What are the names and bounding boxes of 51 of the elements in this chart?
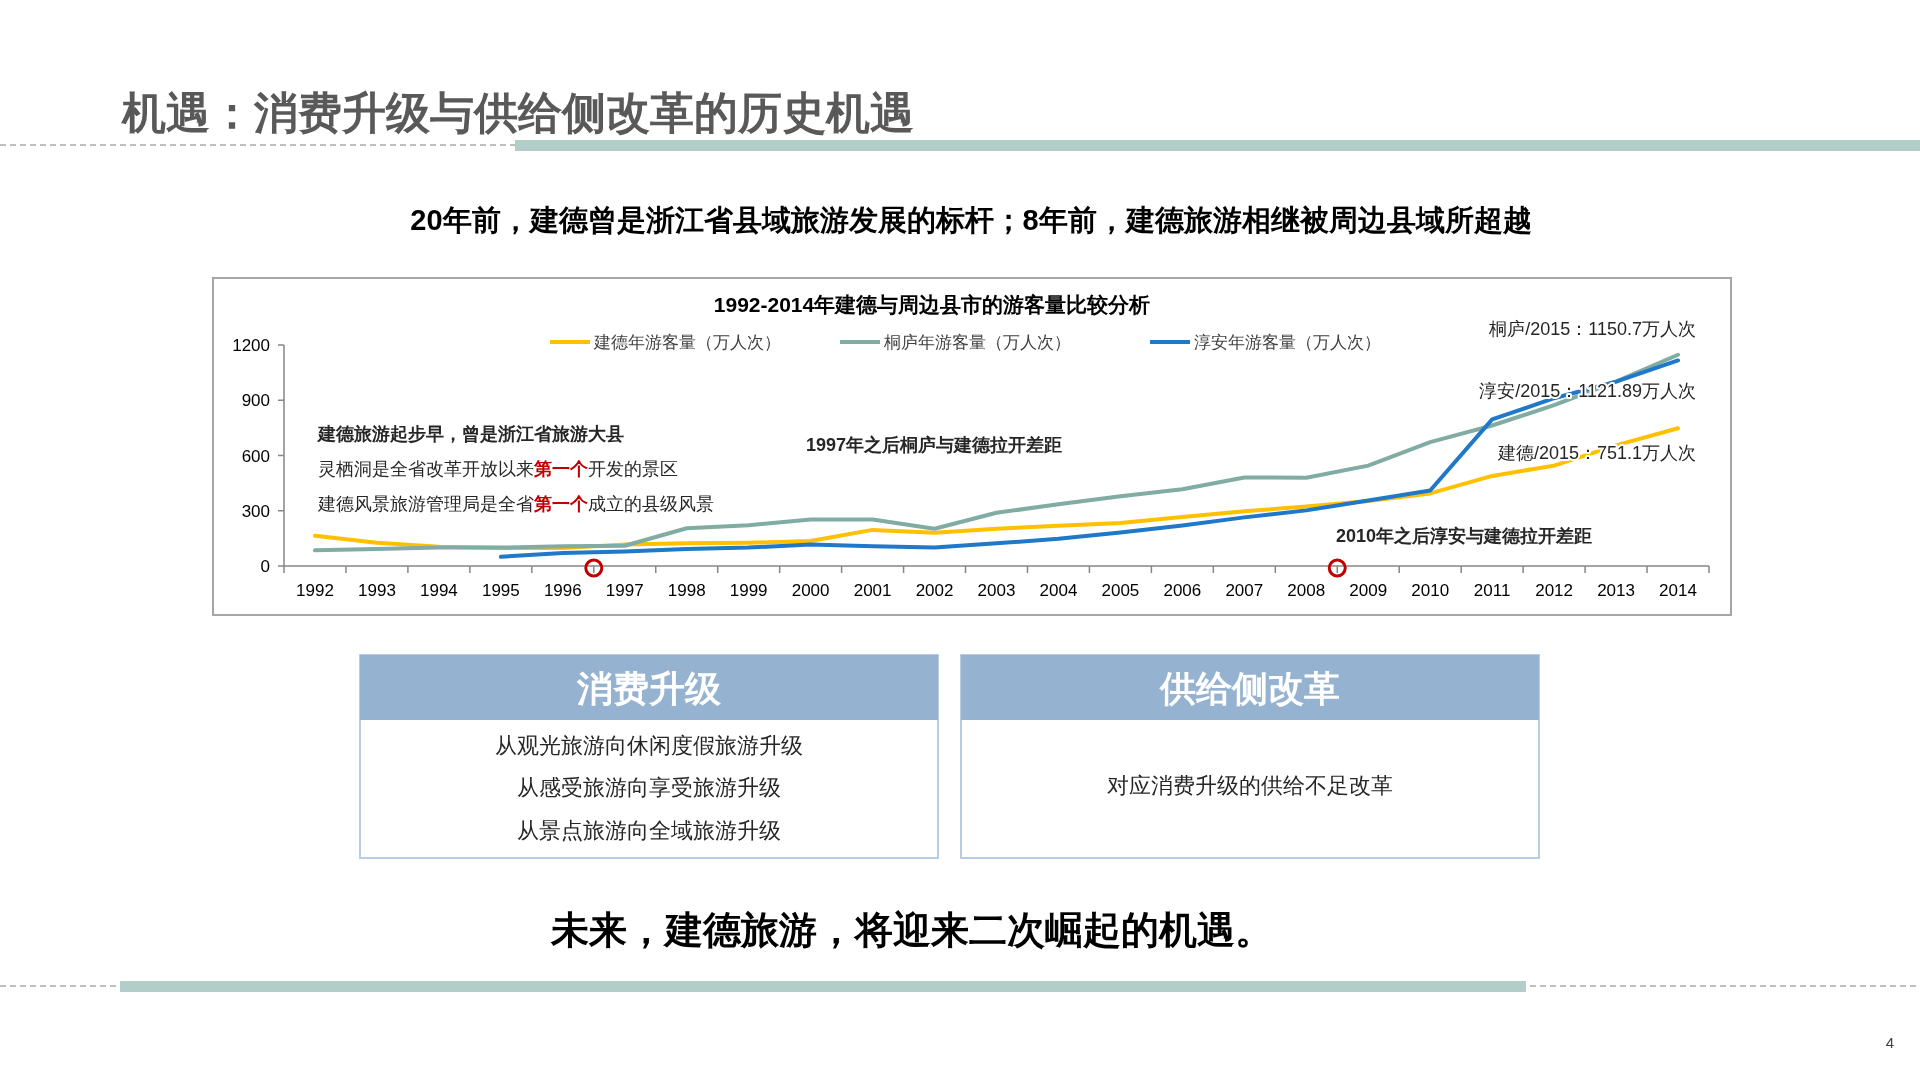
x-tick-label: 1992	[296, 581, 334, 600]
x-tick-label: 2014	[1659, 581, 1697, 600]
text: 从感受旅游向享受旅游升级	[517, 775, 781, 800]
x-tick-label: 1994	[419, 581, 458, 600]
x-tick-label: 2010	[1411, 581, 1450, 600]
annotation: 建德风景旅游管理局是全省第一个成立的县级风景	[317, 494, 714, 514]
chart-subtitle: 20年前，建德曾是浙江省县域旅游发展的标杆；8年前，建德旅游相继被周边县域所超越	[410, 204, 1532, 236]
x-tick-label: 1999	[729, 581, 768, 600]
text: 从观光旅游向休闲度假旅游升级	[495, 733, 803, 758]
text: 4	[1885, 1034, 1895, 1051]
x-tick-label: 2009	[1349, 581, 1388, 600]
x-tick-label: 1997	[605, 581, 644, 600]
x-tick-label: 2002	[915, 581, 954, 600]
annotation: 灵栖洞是全省改革开放以来第一个开发的景区	[318, 459, 678, 479]
text: 消费升级	[576, 668, 722, 709]
legend-label: 建德年游客量（万人次）	[593, 333, 781, 352]
annotation: 2010年之后淳安与建德拉开差距	[1336, 526, 1593, 546]
y-tick-label: 0	[260, 557, 270, 576]
x-tick-label: 2012	[1535, 581, 1574, 600]
x-tick-label: 2004	[1039, 581, 1078, 600]
chart-title: 1992-2014年建德与周边县市的游客量比较分析	[713, 293, 1151, 316]
annotation: 建德/2015：751.1万人次	[1496, 443, 1696, 463]
annotation: 1997年之后桐庐与建德拉开差距	[806, 435, 1063, 455]
x-tick-label: 2006	[1163, 581, 1202, 600]
text: 未来，建德旅游，将迎来二次崛起的机遇。	[550, 909, 1273, 951]
y-tick-label: 1200	[232, 336, 270, 355]
legend-label: 桐庐年游客量（万人次）	[883, 333, 1071, 352]
x-tick-label: 2007	[1225, 581, 1264, 600]
y-tick-label: 300	[241, 501, 270, 521]
x-tick-label: 2008	[1287, 581, 1326, 600]
text: 对应消费升级的供给不足改革	[1107, 773, 1393, 798]
x-tick-label: 2000	[791, 581, 830, 600]
x-tick-label: 2013	[1597, 581, 1635, 600]
y-tick-label: 900	[241, 391, 270, 411]
x-tick-label: 1995	[481, 581, 520, 600]
text: 从景点旅游向全域旅游升级	[517, 818, 781, 843]
annotation: 建德旅游起步早，曾是浙江省旅游大县	[316, 424, 624, 444]
line-series	[498, 358, 1681, 559]
x-tick-label: 2001	[853, 581, 892, 600]
x-tick-label: 2005	[1101, 581, 1140, 600]
text: 机遇：消费升级与供给侧改革的历史机遇	[120, 88, 914, 137]
x-tick-label: 1998	[667, 581, 706, 600]
line-series	[312, 352, 1681, 553]
legend-label: 淳安年游客量（万人次）	[1194, 333, 1381, 352]
x-tick-label: 1996	[543, 581, 582, 600]
x-tick-label: 1993	[358, 581, 396, 600]
x-tick-label: 2011	[1473, 581, 1511, 600]
y-tick-label: 600	[241, 446, 270, 466]
text: 供给侧改革	[1159, 668, 1340, 709]
text: 桐庐/2015：1150.7万人次	[1488, 319, 1696, 339]
x-tick-label: 2003	[977, 581, 1016, 600]
